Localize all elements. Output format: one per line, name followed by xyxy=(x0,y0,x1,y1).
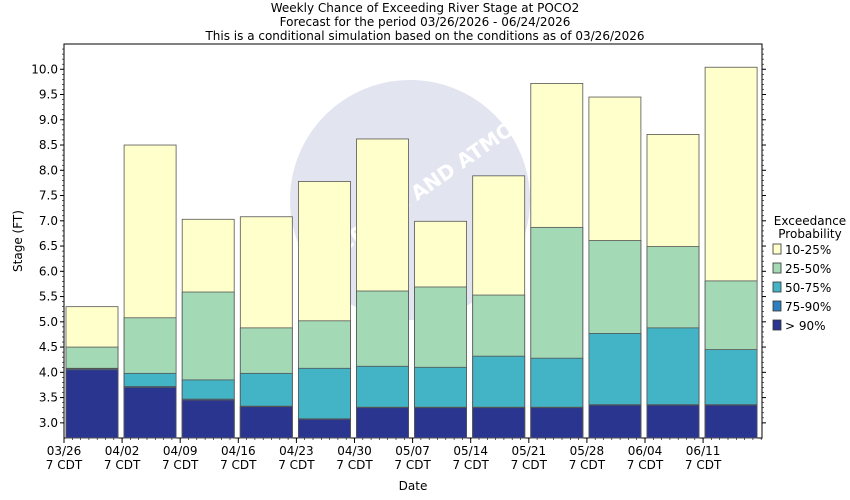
y-tick-label: 9.5 xyxy=(39,88,58,102)
bar-90-1 xyxy=(123,387,177,439)
x-tick-label: 04/09 xyxy=(163,444,198,458)
x-tick-label: 05/28 xyxy=(570,444,605,458)
x-tick-label: 05/14 xyxy=(453,444,488,458)
legend-title: Exceedance xyxy=(774,214,846,228)
legend-label: 10-25% xyxy=(785,243,831,257)
legend-label: > 90% xyxy=(785,319,826,333)
bar-90-2 xyxy=(181,399,235,439)
y-tick-label: 5.0 xyxy=(39,315,58,329)
legend-label: 25-50% xyxy=(785,262,831,276)
legend-swatch xyxy=(772,300,782,312)
chart-subtitle-1: Forecast for the period 03/26/2026 - 06/… xyxy=(279,15,571,29)
bar-90-7 xyxy=(472,407,526,439)
x-tick-label: 04/23 xyxy=(279,444,314,458)
y-tick-label: 7.5 xyxy=(39,189,58,203)
y-tick-label: 6.0 xyxy=(39,264,58,278)
x-tick-sublabel: 7 CDT xyxy=(511,458,548,472)
x-tick-label: 06/11 xyxy=(686,444,721,458)
bar-90-3 xyxy=(239,406,293,439)
x-axis-label: Date xyxy=(399,479,428,493)
bar-90-8 xyxy=(530,407,584,439)
y-tick-label: 8.0 xyxy=(39,163,58,177)
bar-90-6 xyxy=(414,407,468,439)
y-tick-label: 4.5 xyxy=(39,340,58,354)
x-tick-sublabel: 7 CDT xyxy=(220,458,257,472)
x-tick-sublabel: 7 CDT xyxy=(569,458,606,472)
x-tick-label: 06/04 xyxy=(628,444,663,458)
y-tick-label: 4.0 xyxy=(39,365,58,379)
x-tick-sublabel: 7 CDT xyxy=(336,458,373,472)
x-tick-sublabel: 7 CDT xyxy=(46,458,83,472)
y-tick-label: 3.5 xyxy=(39,391,58,405)
bar-90-0 xyxy=(65,369,119,439)
x-tick-sublabel: 7 CDT xyxy=(685,458,722,472)
x-tick-label: 04/30 xyxy=(337,444,372,458)
legend-title-2: Probability xyxy=(778,227,841,241)
bar-90-10 xyxy=(646,404,700,439)
legend-label: 50-75% xyxy=(785,281,831,295)
chart-title: Weekly Chance of Exceeding River Stage a… xyxy=(270,1,580,15)
x-tick-sublabel: 7 CDT xyxy=(278,458,315,472)
x-tick-sublabel: 7 CDT xyxy=(394,458,431,472)
y-tick-label: 8.5 xyxy=(39,138,58,152)
legend-swatch xyxy=(772,319,782,331)
legend-swatch xyxy=(772,243,782,255)
bar-90-4 xyxy=(297,418,351,439)
legend-label: 75-90% xyxy=(785,300,831,314)
x-tick-label: 04/16 xyxy=(221,444,256,458)
x-tick-label: 04/02 xyxy=(105,444,140,458)
bar-90-5 xyxy=(356,407,409,439)
bar-90-9 xyxy=(588,404,642,439)
x-tick-sublabel: 7 CDT xyxy=(452,458,489,472)
y-tick-label: 3.0 xyxy=(39,416,58,430)
y-tick-label: 10.0 xyxy=(31,62,58,76)
x-tick-sublabel: 7 CDT xyxy=(627,458,664,472)
x-tick-label: 05/07 xyxy=(395,444,430,458)
chart-subtitle-2: This is a conditional simulation based o… xyxy=(205,29,645,43)
legend-swatch xyxy=(772,281,782,293)
y-tick-label: 7.0 xyxy=(39,214,58,228)
y-tick-label: 9.0 xyxy=(39,113,58,127)
x-tick-sublabel: 7 CDT xyxy=(162,458,199,472)
x-tick-label: 05/21 xyxy=(512,444,547,458)
y-tick-label: 6.5 xyxy=(39,239,58,253)
y-axis-label: Stage (FT) xyxy=(11,210,25,272)
y-tick-label: 5.5 xyxy=(39,290,58,304)
bar-90-11 xyxy=(704,404,758,439)
legend-swatch xyxy=(772,262,782,274)
x-tick-sublabel: 7 CDT xyxy=(104,458,141,472)
x-tick-label: 03/26 xyxy=(47,444,82,458)
